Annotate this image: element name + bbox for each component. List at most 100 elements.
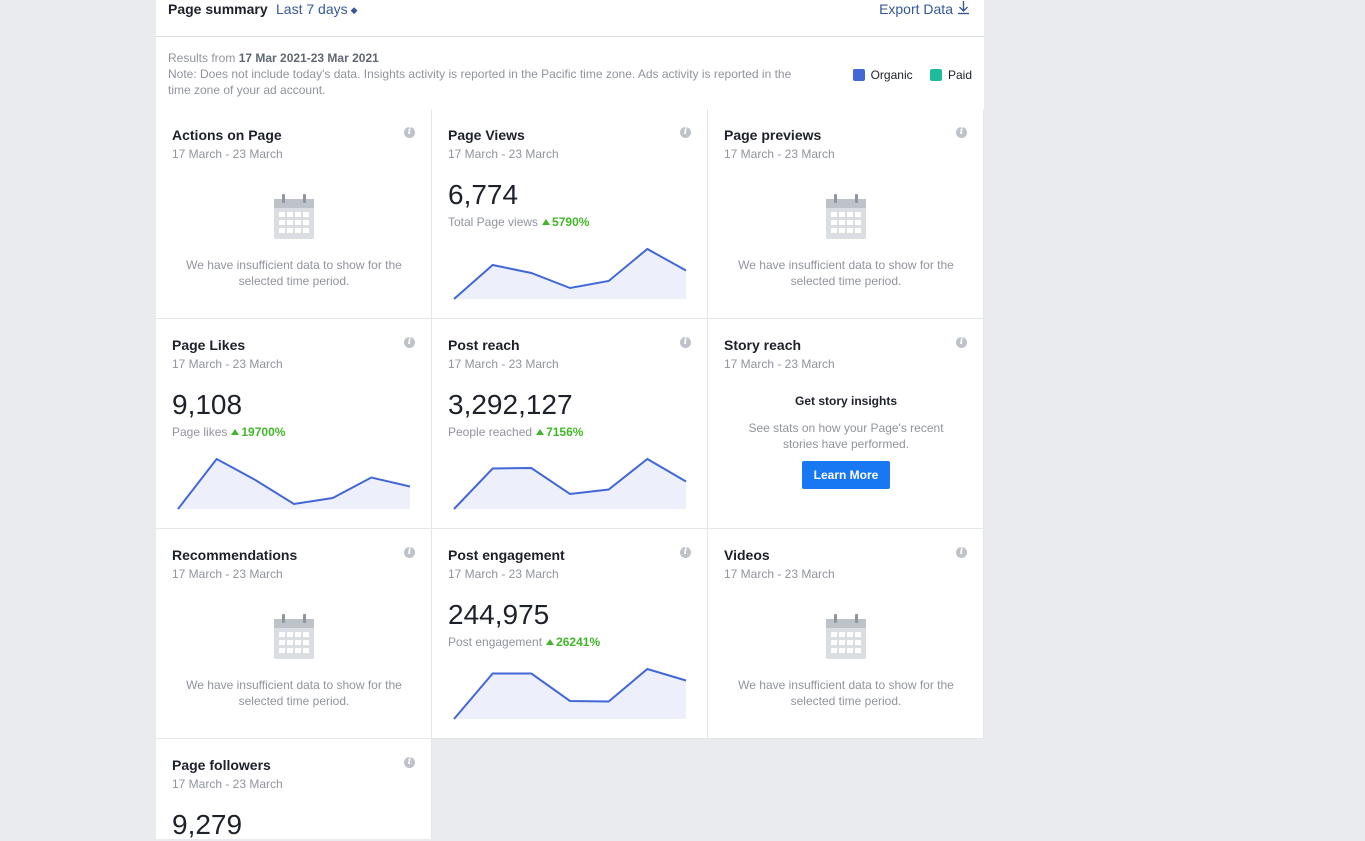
results-range: Results from 17 Mar 2021-23 Mar 2021: [168, 50, 379, 66]
up-arrow-icon: [542, 219, 551, 225]
metric-delta-text: 26241%: [556, 635, 601, 649]
card-title: Page Views: [448, 127, 525, 143]
info-icon[interactable]: i: [680, 127, 691, 138]
summary-header: Page summary Last 7 days ◆ Export Data: [156, 0, 984, 37]
card-title: Recommendations: [172, 547, 298, 563]
card-date: 17 March - 23 March: [172, 567, 283, 581]
legend-organic: Organic: [852, 68, 913, 82]
calendar-icon: [826, 614, 866, 659]
sparkline-chart: [453, 667, 687, 720]
learn-more-button[interactable]: Learn More: [802, 461, 890, 489]
info-icon[interactable]: i: [404, 757, 415, 768]
metric-label-text: Page likes: [172, 425, 228, 439]
sparkline-chart: [453, 457, 687, 510]
legend-paid-label: Paid: [947, 68, 972, 82]
up-arrow-icon: [231, 429, 240, 435]
metric-value: 6,774: [448, 179, 519, 210]
paid-swatch: [929, 69, 942, 81]
metric-delta: 7156%: [536, 425, 583, 439]
results-prefix: Results from: [168, 51, 239, 65]
card-videos: Videos 17 March - 23 March i We have ins…: [708, 529, 984, 739]
note-description: Note: Does not include today's data. Ins…: [168, 67, 792, 97]
card-date: 17 March - 23 March: [724, 357, 835, 371]
sparkline-area: [454, 459, 686, 509]
metric-delta-text: 19700%: [241, 425, 286, 439]
card-date: 17 March - 23 March: [172, 357, 283, 371]
sparkline-organic-line: [453, 667, 687, 720]
card-story-reach: Story reach 17 March - 23 March i Get st…: [708, 319, 984, 529]
insufficient-data-message: We have insufficient data to show for th…: [186, 258, 402, 288]
metric-label: Page likes 19700%: [172, 425, 285, 439]
card-title: Post reach: [448, 337, 520, 353]
metric-value: 9,279: [172, 809, 243, 840]
info-icon[interactable]: i: [404, 127, 415, 138]
card-title: Actions on Page: [172, 127, 282, 143]
insufficient-data-message: We have insufficient data to show for th…: [186, 678, 402, 708]
sparkline-organic-line: [177, 457, 411, 510]
date-range-selector[interactable]: Last 7 days ◆: [276, 1, 358, 17]
metric-delta-text: 7156%: [546, 425, 584, 439]
metric-delta: 5790%: [542, 215, 589, 229]
metric-delta: 19700%: [231, 425, 285, 439]
metric-label-text: People reached: [448, 425, 533, 439]
card-page-followers[interactable]: Page followers 17 March - 23 March i 9,2…: [156, 739, 432, 840]
page-title: Page summary: [168, 1, 268, 17]
metric-label-text: Total Page views: [448, 215, 539, 229]
info-icon[interactable]: i: [956, 547, 967, 558]
card-post-reach[interactable]: Post reach 17 March - 23 March i 3,292,1…: [432, 319, 708, 529]
card-date: 17 March - 23 March: [724, 147, 835, 161]
metric-value: 9,108: [172, 389, 243, 420]
metric-delta: 26241%: [546, 635, 600, 649]
card-date: 17 March - 23 March: [448, 567, 559, 581]
organic-swatch: [852, 69, 865, 81]
info-icon[interactable]: i: [956, 337, 967, 348]
sparkline-organic-line: [453, 247, 687, 300]
info-icon[interactable]: i: [956, 127, 967, 138]
up-arrow-icon: [546, 639, 555, 645]
sparkline-area: [178, 459, 410, 509]
sparkline-organic-line: [453, 457, 687, 510]
card-page-views[interactable]: Page Views 17 March - 23 March i 6,774 T…: [432, 109, 708, 319]
export-data-link[interactable]: Export Data: [879, 0, 970, 17]
card-title: Page Likes: [172, 337, 246, 353]
card-title: Page previews: [724, 127, 822, 143]
card-date: 17 March - 23 March: [172, 777, 283, 791]
sparkline-area: [454, 669, 686, 719]
card-date: 17 March - 23 March: [724, 567, 835, 581]
download-icon: [958, 1, 969, 15]
sparkline-area: [454, 249, 686, 299]
info-icon[interactable]: i: [404, 547, 415, 558]
chart-legend: Organic Paid: [839, 67, 972, 83]
metric-delta-text: 5790%: [552, 215, 590, 229]
info-icon[interactable]: i: [404, 337, 415, 348]
card-recommendations: Recommendations 17 March - 23 March i We…: [156, 529, 432, 739]
info-icon[interactable]: i: [680, 337, 691, 348]
sparkline-chart: [177, 457, 411, 510]
insufficient-data-message: We have insufficient data to show for th…: [738, 258, 954, 288]
card-post-engagement[interactable]: Post engagement 17 March - 23 March i 24…: [432, 529, 708, 739]
story-insights-heading: Get story insights: [794, 394, 898, 408]
calendar-icon: [274, 194, 314, 239]
card-date: 17 March - 23 March: [172, 147, 283, 161]
sort-caret-icon: ◆: [350, 5, 358, 15]
insufficient-data-message: We have insufficient data to show for th…: [738, 678, 954, 708]
legend-organic-label: Organic: [870, 68, 913, 82]
sparkline-chart: [453, 247, 687, 300]
legend-paid: Paid: [929, 68, 972, 82]
info-icon[interactable]: i: [680, 547, 691, 558]
up-arrow-icon: [536, 429, 545, 435]
date-range-label: Last 7 days: [276, 1, 348, 17]
metric-label: Post engagement 26241%: [448, 635, 600, 649]
card-title: Post engagement: [448, 547, 565, 563]
calendar-icon: [274, 614, 314, 659]
card-title: Story reach: [724, 337, 802, 353]
metric-label-text: Post engagement: [448, 635, 543, 649]
calendar-icon: [826, 194, 866, 239]
card-page-likes[interactable]: Page Likes 17 March - 23 March i 9,108 P…: [156, 319, 432, 529]
page-summary-panel: Page summary Last 7 days ◆ Export Data Re…: [156, 0, 984, 110]
metric-label: People reached 7156%: [448, 425, 583, 439]
metric-value: 244,975: [448, 599, 550, 630]
metric-value: 3,292,127: [448, 389, 573, 420]
export-data-label: Export Data: [879, 1, 953, 17]
results-note: Results from 17 Mar 2021-23 Mar 2021 Not…: [156, 37, 984, 110]
